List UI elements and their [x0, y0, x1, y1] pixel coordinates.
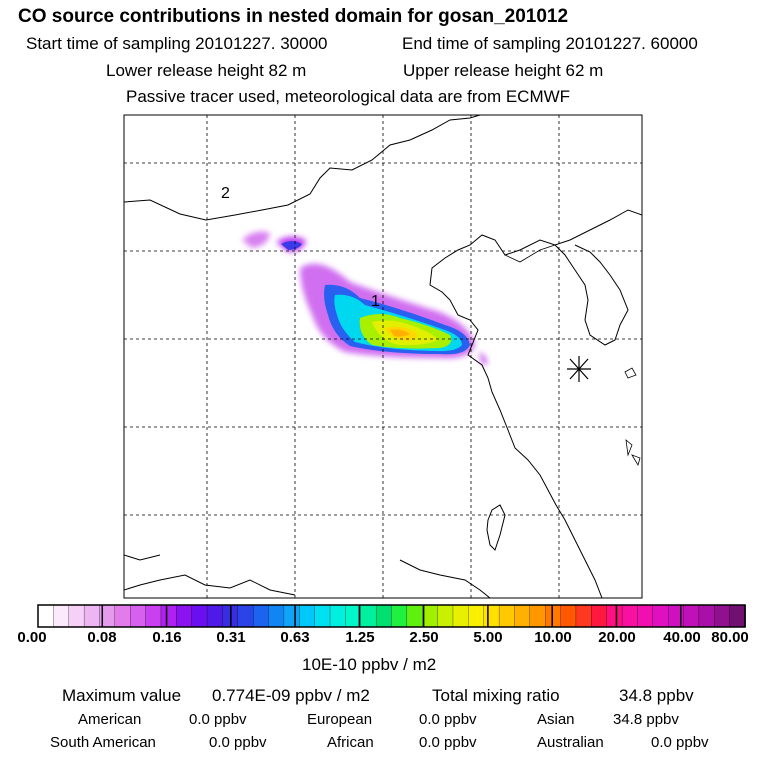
tracer-info-label: Passive tracer used, meteorological data… — [126, 87, 571, 106]
colorbar-major-ticks — [101, 605, 682, 627]
country-borders — [504, 244, 641, 466]
colorbar-tick-label: 5.00 — [473, 629, 503, 646]
colorbar-tick-label: 2.50 — [409, 629, 439, 646]
region-label-1: 1 — [371, 293, 380, 310]
upper-release-label: Upper release height 62 m — [403, 61, 604, 80]
colorbar-cell — [283, 604, 301, 628]
colorbar-cell — [268, 604, 285, 628]
colorbar-cell — [83, 604, 101, 628]
colorbar-cell — [698, 604, 716, 628]
colorbar-tick-label: 80.00 — [711, 629, 749, 646]
page-title: CO source contributions in nested domain… — [18, 6, 569, 27]
colorbar-tick-label: 0.16 — [152, 629, 182, 646]
end-time-label: End time of sampling 20101227. 60000 — [402, 34, 698, 53]
american-value: 0.0 ppbv — [189, 711, 247, 728]
colorbar-cell — [314, 604, 331, 628]
colorbar-cell — [68, 604, 85, 628]
map-frame — [123, 114, 643, 599]
colorbar-cell — [621, 604, 639, 628]
total-mixing-label: Total mixing ratio — [432, 686, 560, 705]
colorbar-cell — [452, 604, 470, 628]
colorbar-cell — [130, 604, 147, 628]
asian-value: 34.8 ppbv — [613, 711, 679, 728]
colorbar-cell — [391, 604, 408, 628]
colorbar-tick-label: 0.31 — [216, 629, 246, 646]
australian-label: Australian — [537, 734, 604, 751]
colorbar-cell — [406, 604, 423, 628]
receptor-asterisk-icon — [567, 356, 591, 382]
asian-label: Asian — [537, 711, 575, 728]
colorbar-tick-label: 0.63 — [280, 629, 310, 646]
african-label: African — [327, 734, 374, 751]
colorbar-cell — [575, 604, 593, 628]
colorbar-cell — [206, 604, 224, 628]
colorbar-cell — [160, 604, 178, 628]
colorbar-tick-label: 10.00 — [534, 629, 572, 646]
european-label: European — [307, 711, 373, 728]
colorbar-cell — [422, 604, 439, 628]
south-american-label: South American — [50, 734, 156, 751]
colorbar-cell — [37, 604, 55, 628]
max-value: 0.774E-09 ppbv / m2 — [212, 686, 370, 705]
colorbar-cell — [498, 604, 516, 628]
colorbar-cell — [560, 604, 577, 628]
colorbar-tick-label: 20.00 — [598, 629, 636, 646]
south-american-value: 0.0 ppbv — [209, 734, 267, 751]
colorbar-cell — [53, 604, 70, 628]
colorbar-tick-label: 40.00 — [663, 629, 701, 646]
colorbar-cell — [637, 604, 654, 628]
colorbar-cell — [729, 604, 746, 628]
colorbar-cell — [652, 604, 669, 628]
colorbar-cell — [529, 604, 546, 628]
coastlines — [124, 115, 642, 598]
colorbar-cell — [145, 604, 162, 628]
colorbar-cell — [191, 604, 208, 628]
african-value: 0.0 ppbv — [419, 734, 477, 751]
map-panel: 2 1 — [123, 114, 643, 599]
start-time-label: Start time of sampling 20101227. 30000 — [26, 34, 328, 53]
lat-lon-grid — [124, 115, 642, 598]
total-mixing-value: 34.8 ppbv — [619, 686, 694, 705]
colorbar-cell — [591, 604, 608, 628]
colorbar-tick-label: 1.25 — [345, 629, 375, 646]
colorbar-cell — [468, 604, 485, 628]
max-value-label: Maximum value — [62, 686, 182, 705]
colorbar-cell — [114, 604, 131, 628]
colorbar-cell — [360, 604, 377, 628]
colorbar-cell — [714, 604, 731, 628]
colorbar-cell — [299, 604, 316, 628]
colorbar-cell — [437, 604, 454, 628]
colorbar-cell — [668, 604, 685, 628]
colorbar-frame — [37, 604, 746, 628]
colorbar-cell — [514, 604, 531, 628]
colorbar-cells — [37, 604, 746, 628]
australian-value: 0.0 ppbv — [651, 734, 709, 751]
colorbar-cell — [545, 604, 562, 628]
colorbar-cell — [483, 604, 500, 628]
concentration-plume — [242, 231, 488, 366]
european-value: 0.0 ppbv — [419, 711, 477, 728]
region-label-2: 2 — [221, 185, 230, 202]
colorbar-cell — [683, 604, 700, 628]
colorbar-cell — [375, 604, 393, 628]
colorbar-cell — [253, 604, 270, 628]
lower-release-label: Lower release height 82 m — [106, 61, 307, 80]
colorbar-tick-label: 0.00 — [17, 629, 47, 646]
american-label: American — [78, 711, 142, 728]
colorbar-tick-label: 0.08 — [87, 629, 117, 646]
colorbar-cell — [176, 604, 193, 628]
colorbar-cell — [606, 604, 623, 628]
colorbar-unit-label: 10E-10 ppbv / m2 — [302, 655, 437, 674]
colorbar-cell — [237, 604, 254, 628]
map-content — [124, 115, 642, 598]
colorbar-cell — [329, 604, 347, 628]
colorbar — [37, 604, 746, 628]
